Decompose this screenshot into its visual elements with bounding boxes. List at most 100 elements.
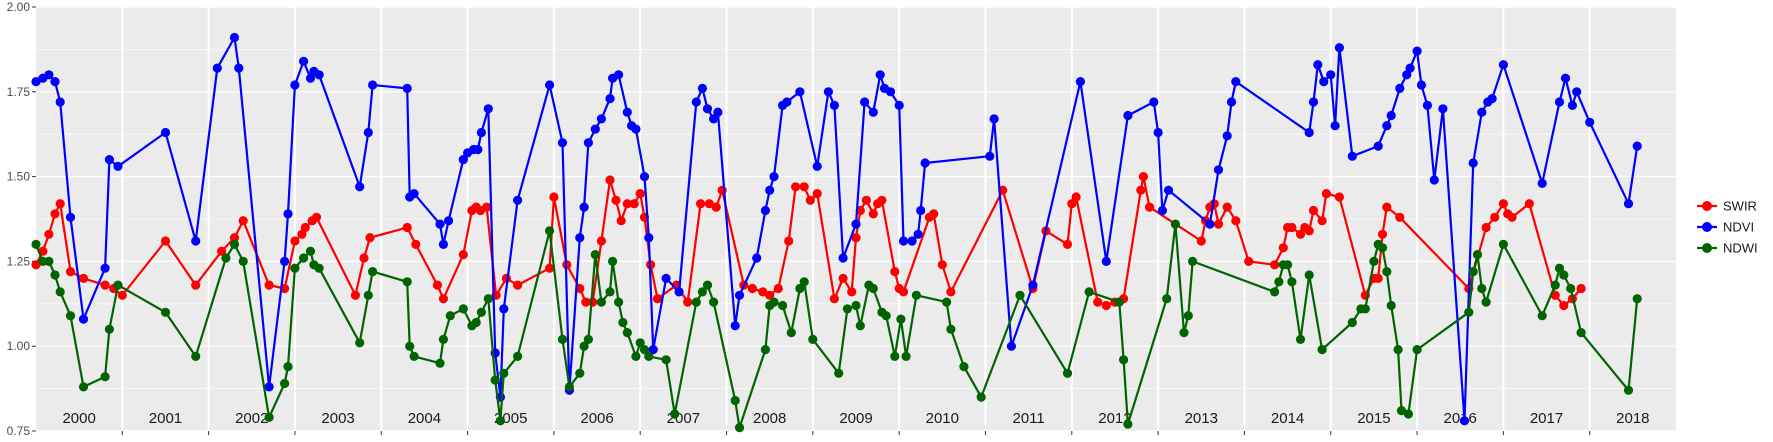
- data-point-ndvi: [1157, 205, 1167, 216]
- legend-label: SWIR: [1723, 199, 1757, 214]
- data-point-swir: [1071, 192, 1081, 202]
- data-point-ndvi: [299, 56, 309, 66]
- data-point-ndvi: [1373, 141, 1383, 151]
- year-label: 2001: [149, 410, 182, 427]
- y-axis: 0.75 1.00 1.25 1.50 1.75 2.00: [7, 0, 36, 438]
- data-point-swir: [929, 209, 939, 219]
- data-point-swir: [297, 229, 307, 239]
- data-point-swir: [890, 267, 900, 277]
- data-point-ndvi: [838, 253, 848, 263]
- data-point-ndwi: [1477, 283, 1487, 294]
- data-point-ndvi: [1567, 100, 1577, 110]
- data-point-ndvi: [104, 155, 114, 165]
- data-point-swir: [365, 233, 375, 243]
- data-point-ndwi: [1347, 317, 1357, 328]
- year-label: 2008: [753, 410, 786, 427]
- data-point-ndwi: [438, 334, 448, 344]
- data-point-ndwi: [1162, 294, 1172, 304]
- data-point-swir: [838, 273, 848, 283]
- data-point-ndwi: [976, 392, 986, 402]
- data-point-ndvi: [752, 253, 762, 263]
- data-point-ndvi: [160, 127, 171, 138]
- data-point-swir: [402, 222, 412, 233]
- legend-key-point: [1702, 222, 1712, 232]
- data-point-ndwi: [590, 250, 600, 260]
- data-point-ndvi: [50, 77, 60, 87]
- data-point-ndvi: [1554, 97, 1565, 107]
- data-point-ndwi: [1377, 243, 1388, 253]
- year-label: 2015: [1357, 410, 1390, 427]
- data-point-ndvi: [355, 182, 365, 192]
- legend-item-ndwi: NDWI: [1697, 241, 1758, 256]
- data-point-ndwi: [799, 277, 809, 287]
- y-tick-label: 1.00: [7, 339, 31, 353]
- data-point-ndwi: [691, 297, 701, 307]
- data-point-ndvi: [875, 70, 885, 80]
- data-point-ndvi: [812, 161, 822, 171]
- data-point-ndwi: [614, 297, 624, 307]
- data-point-ndvi: [1319, 77, 1329, 87]
- data-point-swir: [1287, 222, 1297, 233]
- data-point-swir: [851, 233, 861, 243]
- data-point-swir: [50, 209, 60, 219]
- data-point-ndvi: [283, 209, 293, 219]
- data-point-swir: [1222, 202, 1232, 212]
- data-point-ndvi: [264, 382, 274, 392]
- year-label: 2002: [235, 410, 268, 427]
- data-point-ndvi: [1101, 256, 1111, 266]
- data-point-swir: [683, 297, 693, 307]
- data-point-swir: [1138, 172, 1148, 182]
- legend-label: NDVI: [1723, 220, 1754, 235]
- data-point-ndwi: [1283, 260, 1293, 270]
- data-point-ndvi: [280, 256, 290, 266]
- data-point-ndvi: [851, 219, 861, 229]
- series-ndvi: [31, 32, 1642, 426]
- data-point-swir: [264, 280, 274, 290]
- data-point-ndwi: [1632, 294, 1642, 304]
- year-label: 2014: [1271, 410, 1304, 427]
- data-point-swir: [773, 283, 783, 294]
- data-point-ndwi: [290, 263, 300, 273]
- legend-key-point: [1702, 201, 1712, 211]
- data-point-ndwi: [946, 324, 956, 334]
- data-point-ndvi: [1498, 60, 1508, 70]
- data-point-ndvi: [1313, 60, 1323, 70]
- data-point-swir: [1062, 239, 1073, 249]
- data-point-swir: [1382, 202, 1392, 212]
- data-point-ndwi: [1481, 297, 1491, 307]
- data-point-ndwi: [160, 307, 171, 317]
- data-point-ndvi: [458, 155, 468, 165]
- data-point-ndwi: [1062, 368, 1073, 378]
- data-point-swir: [1524, 199, 1534, 209]
- data-point-swir: [1321, 189, 1331, 199]
- data-point-swir: [1317, 216, 1327, 226]
- data-point-ndvi: [697, 83, 708, 93]
- data-point-ndvi: [1006, 341, 1017, 351]
- data-point-ndwi: [842, 304, 853, 314]
- data-point-ndwi: [1084, 287, 1094, 297]
- data-point-ndwi: [104, 324, 114, 334]
- data-point-ndwi: [368, 267, 378, 277]
- data-point-ndwi: [305, 246, 316, 256]
- data-point-ndwi: [583, 334, 594, 344]
- data-point-swir: [290, 236, 300, 246]
- data-point-ndvi: [898, 236, 909, 246]
- data-point-swir: [1559, 300, 1569, 311]
- data-point-ndvi: [1487, 94, 1497, 104]
- data-point-ndwi: [911, 290, 922, 300]
- data-point-ndvi: [1163, 185, 1174, 195]
- data-point-ndwi: [1396, 406, 1407, 416]
- data-point-ndvi: [499, 304, 509, 314]
- year-label: 2016: [1444, 410, 1477, 427]
- data-point-ndwi: [1015, 290, 1025, 300]
- data-point-ndwi: [44, 256, 54, 266]
- data-point-ndwi: [670, 409, 680, 419]
- legend-label: NDWI: [1723, 241, 1758, 256]
- data-point-swir: [438, 294, 448, 304]
- data-point-ndvi: [1226, 97, 1237, 107]
- data-point-swir: [44, 229, 54, 239]
- data-point-ndwi: [1304, 270, 1314, 280]
- data-point-ndvi: [795, 87, 805, 97]
- data-point-ndwi: [959, 362, 969, 372]
- data-point-ndvi: [661, 273, 671, 283]
